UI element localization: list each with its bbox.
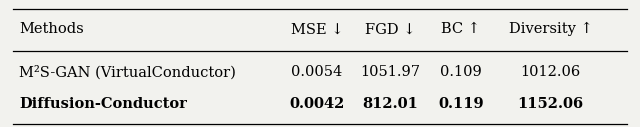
Text: 1152.06: 1152.06 <box>517 97 584 111</box>
Text: Diversity ↑: Diversity ↑ <box>509 22 592 36</box>
Text: MSE ↓: MSE ↓ <box>291 22 343 36</box>
Text: Methods: Methods <box>19 22 84 36</box>
Text: 1012.06: 1012.06 <box>520 65 580 79</box>
Text: 0.0054: 0.0054 <box>291 65 342 79</box>
Text: Diffusion-Conductor: Diffusion-Conductor <box>19 97 187 111</box>
Text: 0.0042: 0.0042 <box>289 97 344 111</box>
Text: M²S-GAN (VirtualConductor): M²S-GAN (VirtualConductor) <box>19 65 236 80</box>
Text: 1051.97: 1051.97 <box>360 65 420 79</box>
Text: FGD ↓: FGD ↓ <box>365 22 415 36</box>
Text: 0.109: 0.109 <box>440 65 482 79</box>
Text: 812.01: 812.01 <box>362 97 419 111</box>
Text: BC ↑: BC ↑ <box>442 22 480 36</box>
Text: 0.119: 0.119 <box>438 97 484 111</box>
